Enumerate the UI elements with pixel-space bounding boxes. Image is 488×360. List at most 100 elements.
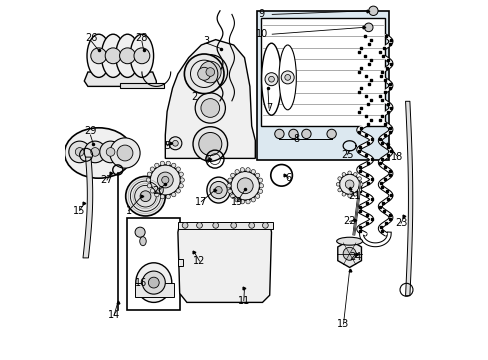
Bar — [127, 218, 179, 310]
Circle shape — [281, 71, 294, 84]
Circle shape — [234, 198, 239, 202]
Text: 2: 2 — [191, 92, 198, 102]
Text: 1: 1 — [125, 206, 131, 216]
Circle shape — [259, 184, 263, 188]
Circle shape — [154, 193, 159, 197]
Circle shape — [180, 178, 184, 182]
Circle shape — [148, 277, 159, 288]
Text: 3: 3 — [203, 36, 209, 46]
Circle shape — [142, 271, 165, 294]
Circle shape — [255, 194, 259, 198]
Circle shape — [251, 198, 255, 202]
Circle shape — [336, 183, 339, 186]
Bar — [260, 18, 384, 126]
Circle shape — [162, 176, 168, 184]
Ellipse shape — [87, 34, 110, 77]
Circle shape — [209, 181, 227, 199]
Polygon shape — [84, 72, 156, 86]
Circle shape — [240, 199, 244, 204]
Circle shape — [368, 6, 377, 15]
Circle shape — [205, 68, 214, 76]
Ellipse shape — [336, 237, 362, 245]
Circle shape — [134, 185, 156, 207]
Text: 13: 13 — [337, 319, 349, 329]
Circle shape — [288, 129, 298, 139]
Circle shape — [337, 177, 341, 180]
Circle shape — [105, 48, 121, 64]
Bar — [257, 11, 387, 160]
Circle shape — [357, 188, 361, 192]
Circle shape — [353, 172, 356, 176]
Text: 6: 6 — [285, 173, 291, 183]
Text: 25: 25 — [340, 150, 353, 160]
Circle shape — [150, 189, 154, 193]
Circle shape — [147, 184, 151, 188]
Circle shape — [91, 48, 106, 64]
Ellipse shape — [64, 128, 133, 178]
Circle shape — [212, 222, 218, 228]
Circle shape — [147, 172, 151, 176]
Circle shape — [125, 176, 165, 216]
Text: 24: 24 — [348, 252, 361, 262]
Circle shape — [135, 227, 145, 237]
Text: 7: 7 — [265, 103, 271, 113]
Circle shape — [117, 145, 133, 161]
Circle shape — [357, 177, 361, 180]
Circle shape — [230, 194, 235, 198]
Ellipse shape — [101, 34, 124, 77]
Polygon shape — [337, 240, 361, 267]
Circle shape — [258, 178, 262, 183]
Text: 14: 14 — [108, 310, 120, 320]
Circle shape — [196, 222, 202, 228]
Circle shape — [179, 184, 183, 188]
Circle shape — [339, 174, 359, 194]
Polygon shape — [165, 40, 255, 158]
Text: 17: 17 — [195, 197, 207, 207]
Text: 4: 4 — [203, 155, 209, 165]
Circle shape — [326, 129, 336, 139]
Circle shape — [182, 222, 187, 228]
Text: 10: 10 — [255, 29, 267, 39]
Circle shape — [179, 172, 183, 176]
Circle shape — [160, 161, 164, 166]
Circle shape — [227, 178, 232, 183]
Circle shape — [237, 178, 253, 194]
Text: 28: 28 — [136, 33, 148, 43]
Circle shape — [197, 67, 210, 80]
Circle shape — [160, 194, 164, 199]
Circle shape — [199, 132, 222, 156]
Text: 29: 29 — [84, 126, 97, 136]
Circle shape — [274, 129, 284, 139]
Circle shape — [301, 129, 310, 139]
Circle shape — [84, 141, 106, 163]
Circle shape — [359, 183, 362, 186]
Bar — [120, 83, 163, 88]
Circle shape — [201, 99, 219, 117]
Ellipse shape — [136, 263, 171, 302]
Polygon shape — [178, 259, 183, 266]
Circle shape — [184, 54, 224, 94]
Circle shape — [171, 163, 176, 167]
Text: 8: 8 — [293, 134, 299, 144]
Circle shape — [262, 222, 268, 228]
Circle shape — [343, 247, 355, 260]
Circle shape — [347, 194, 351, 198]
Circle shape — [154, 163, 159, 167]
Circle shape — [168, 137, 182, 150]
Text: 22: 22 — [343, 216, 355, 226]
Ellipse shape — [140, 237, 146, 246]
Ellipse shape — [261, 43, 281, 115]
Ellipse shape — [116, 34, 139, 77]
Text: 23: 23 — [394, 218, 407, 228]
Circle shape — [193, 127, 227, 161]
Circle shape — [264, 73, 277, 86]
Text: 26: 26 — [85, 33, 98, 43]
Circle shape — [284, 75, 290, 80]
Polygon shape — [178, 223, 271, 302]
Circle shape — [364, 23, 372, 32]
Circle shape — [347, 171, 351, 175]
Circle shape — [134, 48, 149, 64]
Circle shape — [337, 188, 341, 192]
Circle shape — [75, 148, 84, 156]
Circle shape — [342, 193, 345, 196]
